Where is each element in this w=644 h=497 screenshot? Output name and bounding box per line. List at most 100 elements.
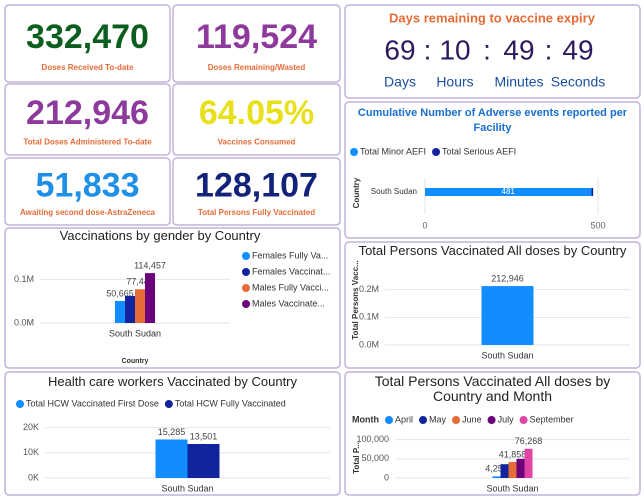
y-tick-label: 100,000 — [356, 434, 389, 444]
panel — [344, 371, 641, 496]
legend-swatch — [16, 400, 24, 408]
bar — [500, 464, 509, 478]
x-tick-label: South Sudan — [109, 328, 161, 338]
legend-label: Total Minor AEFI — [360, 146, 426, 156]
kpi-label: Vaccines Consumed — [218, 137, 296, 146]
legend-label: July — [498, 414, 515, 424]
y-tick-label: 10K — [23, 447, 39, 457]
title-box: Vaccinations by gender by Country — [59, 228, 261, 243]
bar — [516, 458, 525, 478]
y-tick-label: 0.0M — [359, 339, 379, 349]
legend-label: May — [429, 414, 447, 424]
y-tick-label: 20K — [23, 422, 39, 432]
kpi-value: 332,470 — [26, 18, 149, 56]
x-tick-label: South Sudan — [161, 483, 213, 493]
y-tick-label: 0 — [384, 472, 389, 482]
legend-swatch — [487, 416, 496, 424]
panel — [4, 371, 341, 496]
kpi-value: 128,107 — [195, 166, 318, 204]
y-tick-label: 0.2M — [359, 284, 379, 294]
countdown-title: Days remaining to vaccine expiry — [389, 10, 596, 25]
kpi-label: Doses Remaining/Wasted — [208, 63, 306, 72]
legend-swatch — [242, 300, 250, 308]
data-label: 15,285 — [158, 427, 186, 437]
panel — [344, 4, 641, 99]
kpi-value: 119,524 — [196, 18, 317, 56]
x-axis-title: Country — [122, 358, 149, 365]
bar — [508, 461, 517, 478]
countdown-unit: Seconds — [551, 74, 605, 90]
x-tick-label: South Sudan — [486, 483, 538, 493]
y-tick-label: 0.1M — [359, 312, 379, 322]
legend-label: Total HCW Fully Vaccinated — [175, 398, 286, 408]
panel — [172, 83, 341, 156]
panel — [4, 227, 341, 369]
data-label: 114,457 — [134, 261, 166, 271]
legend-label: June — [462, 414, 482, 424]
kpi-label: Total Persons Fully Vaccinated — [198, 208, 315, 217]
x-tick-label: 500 — [590, 220, 605, 230]
data-label: 212,946 — [491, 273, 524, 283]
bar — [187, 443, 220, 478]
y-axis-title: Total Persons Vacc... — [351, 260, 360, 339]
x-tick-label: South Sudan — [481, 350, 533, 360]
bar — [115, 300, 125, 323]
bar — [524, 448, 533, 478]
y-tick-label: 50,000 — [361, 453, 389, 463]
y-tick-label: 0.1M — [14, 274, 34, 284]
legend-title: Month — [352, 414, 379, 424]
legend-swatch — [242, 268, 250, 276]
legend-swatch — [432, 148, 441, 156]
kpi-value: 212,946 — [26, 94, 149, 132]
panel — [172, 157, 341, 226]
legend-swatch — [164, 400, 173, 408]
legend-label: September — [530, 414, 574, 424]
legend-swatch — [385, 416, 393, 424]
legend-label: Total HCW Vaccinated First Dose — [26, 398, 159, 408]
legend-swatch — [452, 416, 461, 424]
data-label: 77,442 — [126, 277, 154, 287]
legend-label: Total Serious AEFI — [442, 146, 516, 156]
kpi-label: Doses Received To-date — [42, 63, 134, 72]
bar — [145, 273, 155, 323]
kpi-label: Awaiting second dose-AstraZeneca — [20, 208, 156, 217]
legend-label: Females Vaccinat... — [252, 266, 330, 276]
panel — [172, 4, 341, 83]
legend-swatch — [242, 284, 250, 292]
y-tick-label: 0.0M — [14, 317, 34, 327]
y-axis-title: Total P... — [352, 442, 361, 474]
x-tick-label: 0 — [422, 220, 427, 230]
title-box: Total Persons Vaccinated All doses by Co… — [359, 243, 627, 258]
bar — [425, 188, 592, 196]
panel — [344, 101, 641, 239]
countdown-value: 49 — [503, 34, 534, 65]
kpi-value: 64.05% — [199, 94, 314, 132]
countdown-separator: : — [545, 34, 553, 65]
countdown-separator: : — [424, 34, 432, 65]
panel — [4, 4, 171, 83]
countdown-value: 10 — [439, 34, 470, 65]
y-axis-title: Country — [352, 177, 361, 208]
chart-title: Health care workers Vaccinated by Countr… — [47, 374, 298, 389]
countdown-unit: Days — [384, 74, 416, 90]
legend-swatch — [242, 252, 250, 260]
chart-title: Vaccinations by gender by Country — [59, 228, 261, 243]
data-label: 481 — [502, 187, 516, 196]
bar — [135, 289, 145, 323]
legend-swatch — [350, 148, 358, 156]
y-tick-label: South Sudan — [371, 187, 417, 196]
bar — [591, 188, 594, 196]
title-box: Cumulative Number of Adverse events repo… — [357, 107, 628, 134]
countdown-value: 49 — [562, 34, 593, 65]
title-box: Total Persons Vaccinated All doses by Co… — [375, 374, 611, 404]
legend-label: Males Vaccinate... — [252, 298, 325, 308]
chart-title: Cumulative Number of Adverse events repo… — [357, 107, 628, 134]
legend-swatch — [419, 416, 428, 424]
countdown-value: 69 — [384, 34, 415, 65]
data-label: 13,501 — [190, 431, 218, 441]
data-label: 4,254 — [485, 464, 508, 474]
data-label: 41,858 — [499, 449, 527, 459]
data-label: 76,268 — [515, 436, 543, 446]
